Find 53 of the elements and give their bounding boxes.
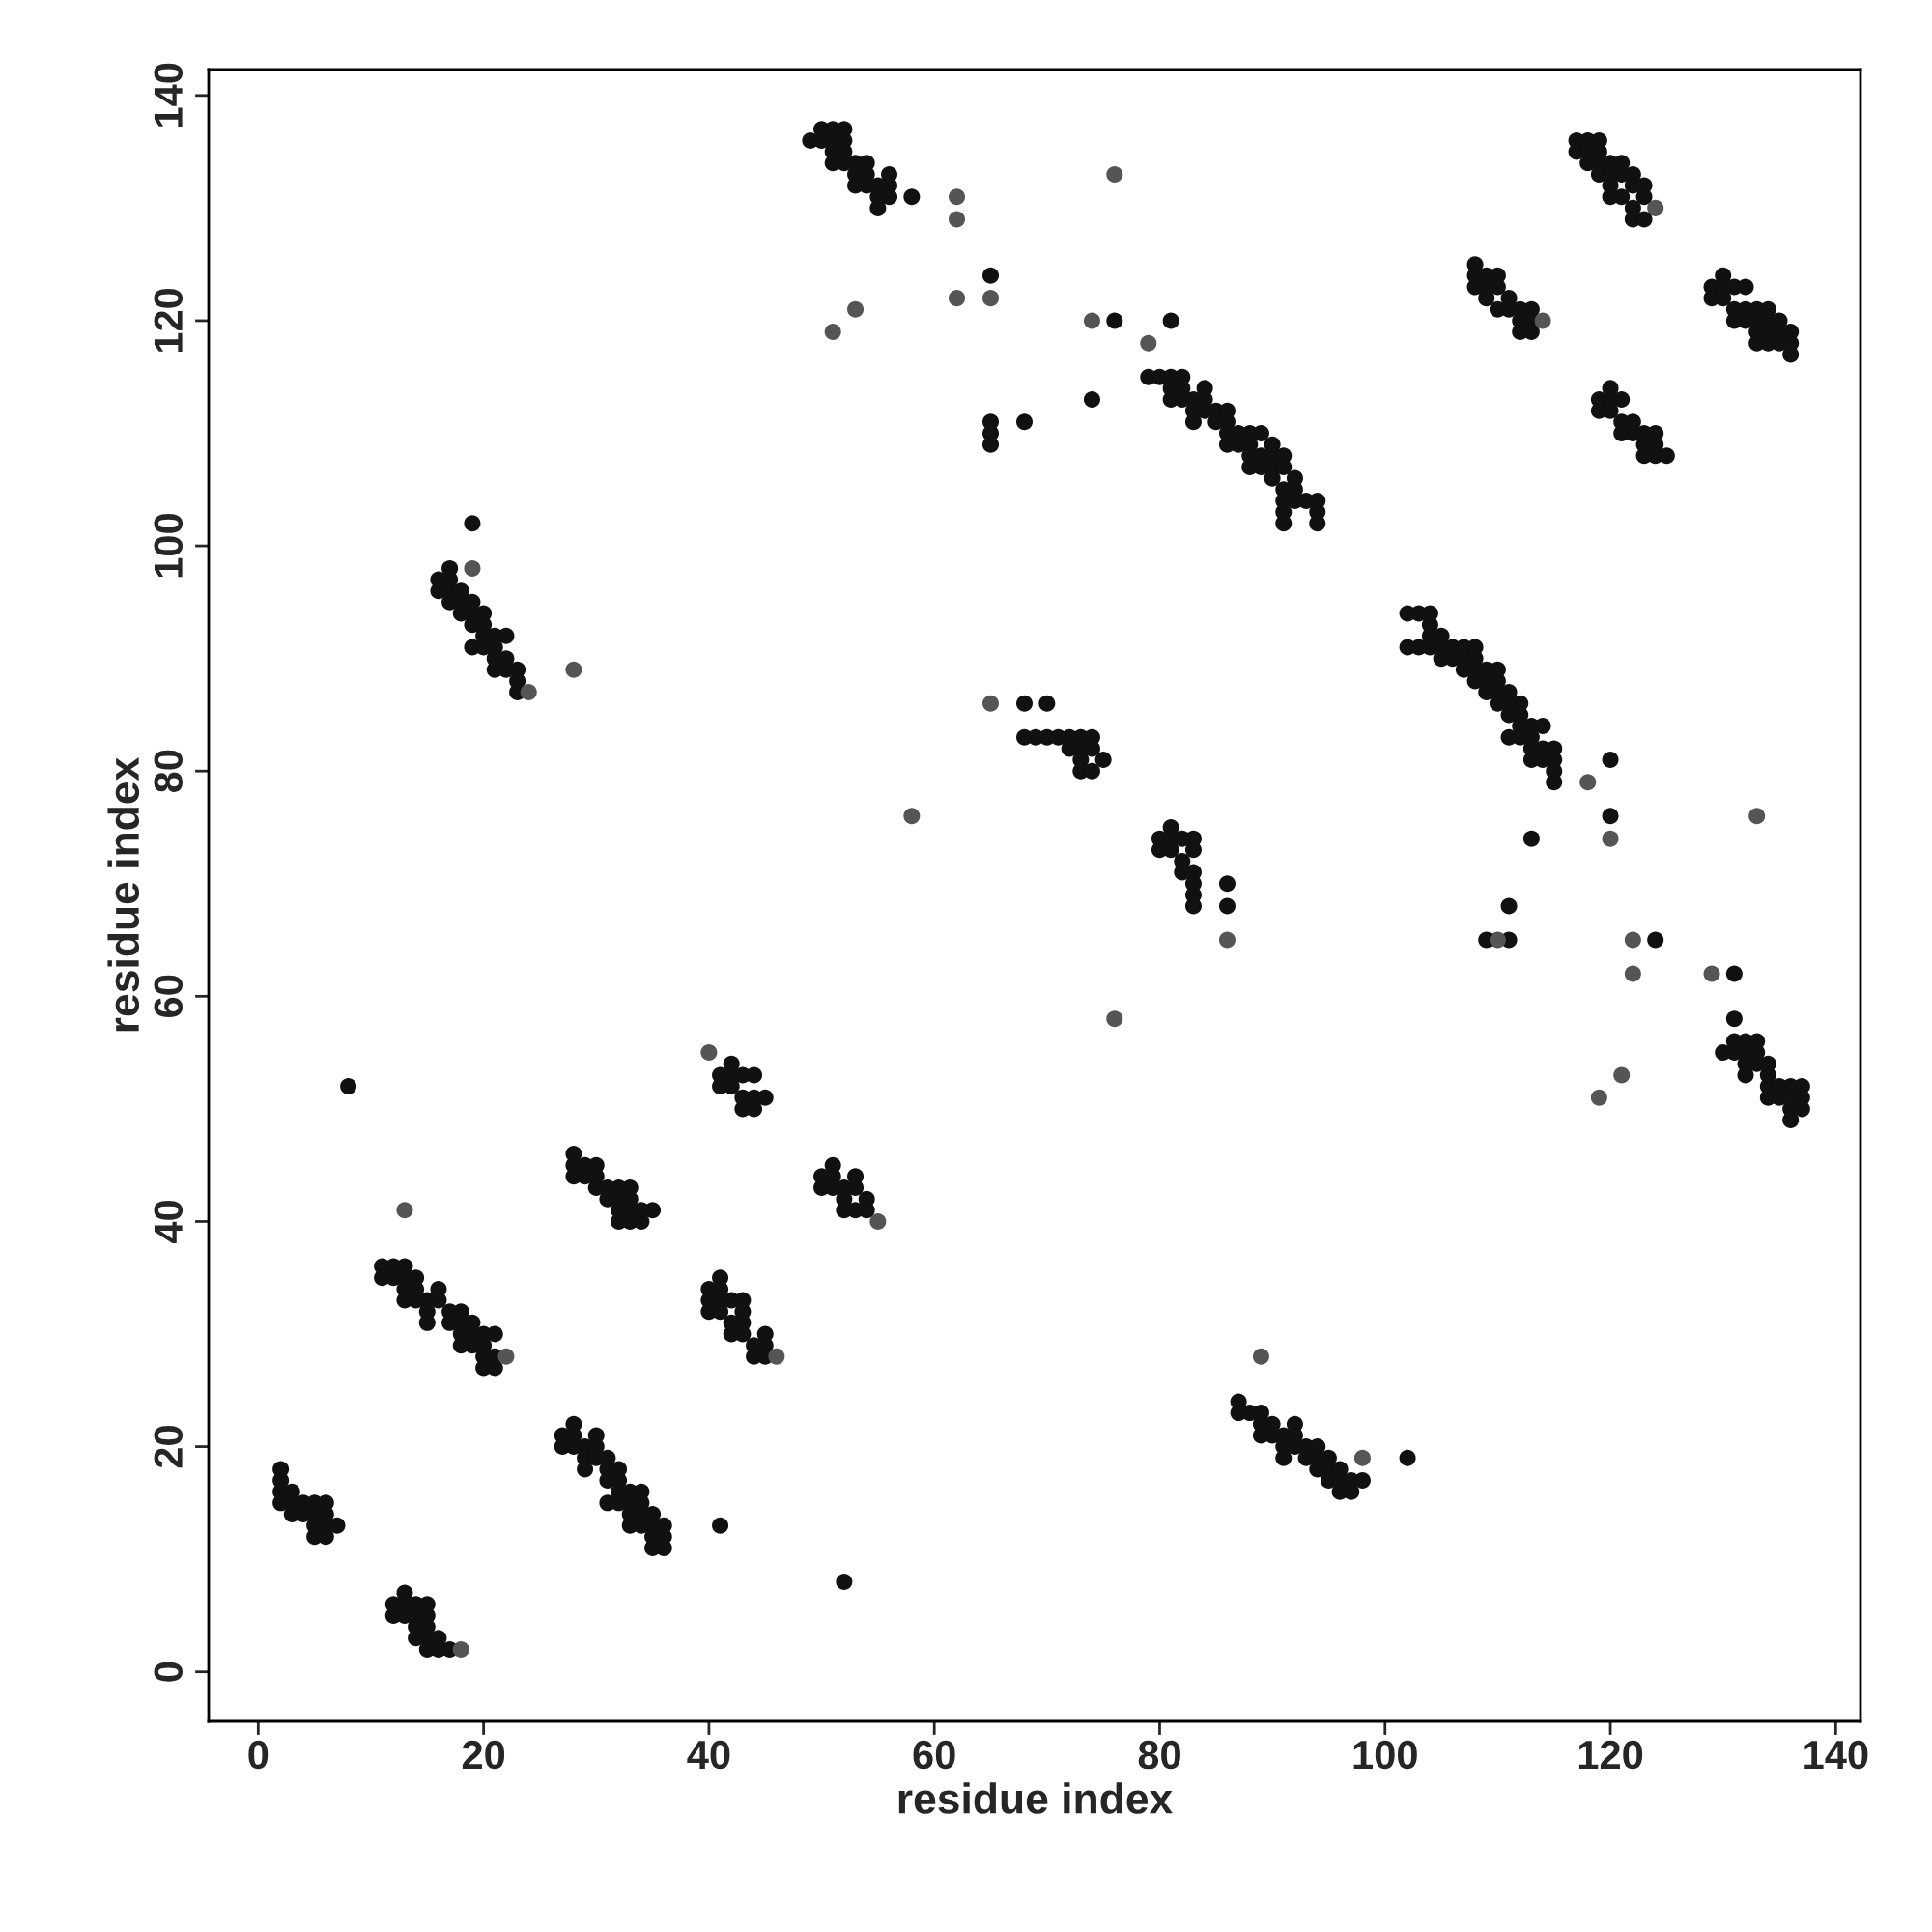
point bbox=[1613, 1066, 1631, 1084]
point bbox=[497, 1348, 515, 1365]
x-tick-label: 20 bbox=[462, 1740, 505, 1770]
point bbox=[1252, 1348, 1269, 1365]
y-tick-label: 60 bbox=[154, 975, 184, 1017]
x-tick-label: 80 bbox=[1138, 1740, 1180, 1770]
point bbox=[1647, 199, 1664, 216]
point bbox=[1353, 1449, 1371, 1466]
point bbox=[1106, 1010, 1123, 1028]
x-tick-label: 120 bbox=[1578, 1740, 1643, 1770]
point bbox=[949, 290, 966, 307]
point bbox=[847, 300, 865, 318]
point bbox=[869, 1212, 887, 1230]
point bbox=[949, 211, 966, 228]
point bbox=[452, 1640, 469, 1658]
point bbox=[520, 684, 537, 701]
point bbox=[1703, 965, 1720, 982]
point bbox=[982, 695, 1000, 712]
point bbox=[1534, 312, 1551, 329]
y-tick-label: 120 bbox=[154, 288, 184, 353]
x-tick-label: 100 bbox=[1353, 1740, 1417, 1770]
y-tick-label: 40 bbox=[154, 1200, 184, 1243]
point bbox=[1624, 931, 1641, 949]
x-tick-label: 40 bbox=[687, 1740, 730, 1770]
point bbox=[824, 324, 841, 341]
y-tick-label: 20 bbox=[154, 1426, 184, 1468]
point bbox=[1624, 965, 1641, 982]
point bbox=[396, 1202, 413, 1219]
point bbox=[1106, 165, 1123, 183]
point bbox=[1218, 931, 1236, 949]
point bbox=[1602, 830, 1619, 847]
y-tick-label: 140 bbox=[154, 63, 184, 127]
point bbox=[1579, 774, 1597, 791]
y-tick-label: 0 bbox=[154, 1662, 184, 1682]
point bbox=[700, 1044, 718, 1062]
point bbox=[1083, 312, 1100, 329]
point bbox=[768, 1348, 785, 1365]
x-axis-title: residue index bbox=[898, 1782, 1173, 1814]
y-axis-title: residue index bbox=[107, 757, 140, 1032]
point bbox=[903, 808, 921, 825]
x-tick-label: 0 bbox=[248, 1740, 269, 1770]
point bbox=[982, 290, 1000, 307]
y-tick-label: 80 bbox=[154, 750, 184, 793]
x-tick-label: 60 bbox=[913, 1740, 955, 1770]
point bbox=[1140, 334, 1157, 352]
x-tick-label: 140 bbox=[1804, 1740, 1868, 1770]
point bbox=[1489, 931, 1506, 949]
point bbox=[565, 661, 582, 678]
point bbox=[1748, 808, 1766, 825]
point bbox=[464, 559, 481, 577]
point bbox=[949, 188, 966, 206]
y-tick-label: 100 bbox=[154, 514, 184, 578]
point bbox=[1590, 1089, 1607, 1106]
